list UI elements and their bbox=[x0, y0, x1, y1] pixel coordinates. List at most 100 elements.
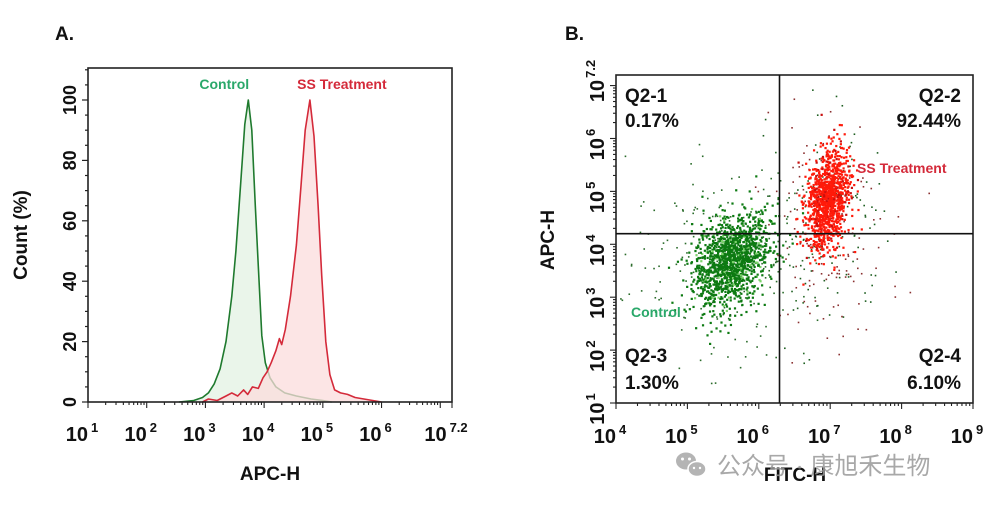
scatter-point bbox=[822, 263, 825, 266]
scatter-point bbox=[828, 229, 831, 232]
scatter-point bbox=[720, 264, 723, 268]
scatter-point bbox=[702, 305, 705, 308]
scatter-point bbox=[758, 217, 761, 221]
scatter-point bbox=[826, 204, 830, 207]
scatter-point bbox=[823, 178, 826, 181]
scatter-point bbox=[883, 210, 886, 212]
scatter-point bbox=[750, 207, 754, 211]
scatter-point bbox=[824, 230, 827, 233]
scatter-point bbox=[834, 172, 837, 175]
scatter-point bbox=[827, 192, 830, 195]
scatter-point bbox=[726, 268, 729, 271]
scatter-point bbox=[750, 242, 753, 245]
scatter-point bbox=[735, 277, 738, 280]
scatter-point bbox=[715, 231, 719, 234]
scatter-point bbox=[712, 299, 715, 303]
scatter-point bbox=[757, 302, 760, 305]
scatter-point bbox=[721, 234, 725, 237]
scatter-point bbox=[709, 297, 712, 300]
scatter-point bbox=[821, 248, 824, 251]
y-tick-label: 104 bbox=[583, 234, 609, 266]
scatter-point bbox=[705, 272, 708, 275]
scatter-point bbox=[792, 309, 795, 311]
scatter-point bbox=[696, 267, 699, 270]
scatter-point bbox=[815, 175, 818, 178]
scatter-point bbox=[729, 296, 732, 299]
scatter-point bbox=[729, 227, 732, 230]
scatter-point bbox=[840, 236, 843, 240]
scatter-point bbox=[725, 215, 729, 219]
scatter-point bbox=[838, 137, 841, 140]
scatter-point bbox=[721, 250, 725, 253]
scatter-point bbox=[711, 296, 714, 299]
scatter-point bbox=[850, 186, 854, 189]
scatter-point bbox=[723, 215, 726, 218]
scatter-point bbox=[774, 245, 778, 248]
scatter-point bbox=[752, 237, 755, 240]
scatter-point bbox=[802, 352, 805, 355]
scatter-point bbox=[799, 235, 802, 238]
scatter-point bbox=[732, 247, 736, 250]
scatter-point bbox=[862, 177, 864, 179]
scatter-point bbox=[694, 206, 697, 209]
scatter-point bbox=[749, 264, 752, 267]
scatter-point bbox=[786, 199, 788, 202]
scatter-point bbox=[788, 192, 790, 195]
scatter-point bbox=[680, 294, 684, 297]
scatter-point bbox=[822, 186, 825, 189]
scatter-point bbox=[819, 226, 822, 230]
x-tick-label: 10 5 bbox=[665, 422, 697, 448]
scatter-point bbox=[692, 290, 695, 294]
scatter-point bbox=[749, 220, 752, 223]
scatter-point bbox=[728, 284, 732, 287]
scatter-point bbox=[700, 269, 703, 272]
scatter-point bbox=[832, 159, 835, 162]
scatter-point bbox=[801, 244, 805, 247]
scatter-point bbox=[715, 282, 718, 285]
scatter-point bbox=[827, 229, 830, 232]
scatter-point bbox=[718, 259, 721, 262]
scatter-point bbox=[746, 236, 749, 239]
scatter-point bbox=[720, 281, 723, 284]
scatter-point bbox=[708, 285, 711, 288]
scatter-point bbox=[724, 294, 728, 297]
scatter-point bbox=[716, 288, 719, 292]
scatter-point bbox=[765, 239, 768, 242]
scatter-point bbox=[764, 118, 767, 121]
scatter-point bbox=[807, 186, 810, 190]
scatter-point bbox=[683, 308, 686, 311]
scatter-point bbox=[703, 257, 707, 260]
scatter-point bbox=[833, 166, 836, 170]
scatter-point bbox=[822, 188, 825, 191]
scatter-point bbox=[779, 180, 782, 182]
scatter-point bbox=[738, 248, 741, 252]
scatter-point bbox=[742, 234, 745, 237]
scatter-point bbox=[707, 263, 710, 266]
scatter-point bbox=[822, 237, 826, 241]
scatter-point bbox=[702, 209, 705, 212]
scatter-point bbox=[831, 178, 835, 181]
scatter-point bbox=[733, 290, 736, 293]
scatter-point bbox=[757, 218, 760, 221]
scatter-point bbox=[827, 274, 830, 277]
scatter-point bbox=[718, 264, 722, 268]
scatter-point bbox=[639, 231, 642, 234]
tick-base: 10 bbox=[242, 424, 264, 446]
scatter-point bbox=[723, 306, 726, 309]
scatter-point bbox=[798, 175, 801, 178]
scatter-point bbox=[818, 217, 821, 220]
scatter-point bbox=[724, 226, 727, 230]
scatter-point bbox=[729, 276, 732, 280]
scatter-point bbox=[829, 161, 832, 164]
tick-base: 10 bbox=[587, 191, 609, 213]
scatter-point bbox=[693, 278, 696, 281]
scatter-point bbox=[795, 218, 798, 221]
scatter-point bbox=[869, 301, 872, 303]
scatter-point bbox=[777, 197, 780, 200]
scatter-point bbox=[621, 299, 624, 302]
scatter-point bbox=[812, 208, 815, 212]
scatter-point bbox=[837, 175, 840, 178]
scatter-point bbox=[684, 264, 686, 266]
scatter-point bbox=[777, 198, 780, 201]
scatter-point bbox=[729, 252, 732, 256]
